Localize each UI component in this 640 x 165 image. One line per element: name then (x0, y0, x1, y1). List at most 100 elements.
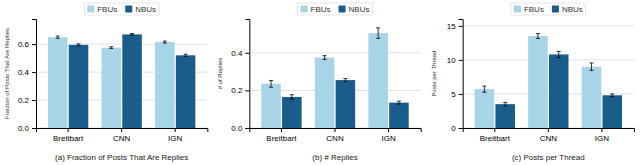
bar (528, 36, 548, 128)
legend-swatch (552, 6, 559, 13)
axis-line (32, 20, 37, 129)
legend-item: NBUs (339, 5, 370, 14)
tick-label: 10 (447, 56, 456, 65)
tick-mark (32, 100, 36, 101)
tick: 15 (447, 22, 463, 31)
error-bar (536, 34, 540, 39)
error-bar (77, 44, 81, 46)
bar (48, 37, 68, 128)
tick-label: 0 (451, 124, 456, 133)
legend-label: FBUs (97, 5, 117, 14)
series (282, 79, 409, 128)
tick-label: IGN (595, 134, 609, 143)
tick-label: Breitbart (266, 134, 297, 143)
tick-mark (281, 128, 282, 132)
legend-item: FBUs (514, 5, 544, 14)
error-bar (503, 102, 507, 105)
tick: CNN (540, 128, 558, 143)
tick-mark (459, 94, 463, 95)
legend: FBUsNBUs (84, 3, 159, 15)
legend-swatch (339, 6, 346, 13)
tick: 0.6 (18, 40, 36, 49)
bar (261, 84, 281, 128)
series (261, 28, 388, 128)
tick-mark (245, 128, 249, 129)
caption: (b) # Replies (312, 153, 357, 162)
legend-label: NBUs (562, 5, 583, 14)
error-bar (163, 41, 167, 43)
legend-swatch (125, 6, 132, 13)
error-bar (109, 47, 113, 49)
tick: 0.4 (18, 68, 36, 77)
tick-mark (601, 128, 602, 132)
bar (122, 34, 142, 128)
legend-frame (298, 3, 373, 15)
tick: 10 (447, 56, 463, 65)
tick-label: CNN (113, 134, 131, 143)
bar (101, 48, 121, 128)
error-bar (610, 94, 614, 97)
tick: 0.0 (231, 124, 249, 133)
y-axis: 051015 (447, 20, 463, 134)
marks (475, 34, 622, 128)
tick-label: 0.4 (231, 49, 243, 58)
legend-item: FBUs (87, 5, 117, 14)
tick-label: 0.0 (18, 124, 30, 133)
tick-label: 0.4 (18, 68, 30, 77)
y-axis: 0.0 0.2 0.4 (231, 20, 250, 134)
error-bar (269, 80, 273, 87)
axis-line (245, 20, 250, 129)
legend-label: FBUs (524, 5, 544, 14)
tick-mark (494, 128, 495, 132)
panel: 0.00.20.4BreitbartCNNIGN# of RepliesFBUs… (217, 3, 421, 162)
marks (48, 34, 195, 128)
tick-label: 0.2 (18, 96, 30, 105)
legend-frame (84, 3, 159, 15)
tick-label: IGN (381, 134, 395, 143)
figure: 0.0 0.2 0.4 0.6 Breitbart CNN IGN Fraction of P… (0, 0, 640, 165)
bar (495, 104, 515, 128)
tick: Breitbart (266, 128, 297, 143)
tick-mark (121, 128, 122, 132)
tick-label: Breitbart (480, 134, 511, 143)
marks (261, 28, 408, 128)
legend-item: FBUs (301, 5, 331, 14)
plot-area: 0.00.20.4BreitbartCNNIGN# of Replies (217, 20, 421, 143)
tick: 0.2 (231, 86, 249, 95)
tick-mark (175, 128, 176, 132)
legend: FBUs NBUs (511, 3, 586, 15)
x-axis: Breitbart CNN IGN (250, 128, 421, 143)
bar (582, 67, 602, 128)
bar (155, 42, 175, 128)
tick: 0.4 (231, 49, 249, 58)
error-bar (56, 36, 60, 38)
tick-mark (32, 72, 36, 73)
tick-mark (32, 128, 36, 129)
tick-mark (459, 128, 463, 129)
tick: CNN (326, 128, 344, 143)
legend-swatch (87, 6, 94, 13)
tick-mark (245, 53, 249, 54)
x-axis: Breitbart CNN IGN (463, 128, 634, 143)
x-axis: BreitbartCNNIGN (37, 128, 208, 143)
tick-label: 0.6 (18, 40, 30, 49)
bar (69, 45, 89, 128)
bar (315, 58, 335, 128)
tick: 0.0 (18, 124, 36, 133)
tick: Breitbart (53, 128, 84, 143)
error-bar (482, 86, 486, 92)
tick: 0.2 (18, 96, 36, 105)
tick: Breitbart (480, 128, 511, 143)
series (69, 34, 196, 128)
tick: CNN (113, 128, 131, 143)
axis-line (37, 129, 208, 133)
bar (549, 54, 569, 128)
caption: (c) Posts per Thread (512, 153, 585, 162)
legend-swatch (301, 6, 308, 13)
error-bar (290, 95, 294, 100)
y-axis: 0.0 0.2 0.4 0.6 (18, 20, 37, 134)
legend-label: NBUs (349, 5, 370, 14)
y-axis-title: Fraction of Posts That Are Replies (4, 28, 10, 119)
series (495, 51, 622, 128)
tick-label: Breitbart (53, 134, 84, 143)
